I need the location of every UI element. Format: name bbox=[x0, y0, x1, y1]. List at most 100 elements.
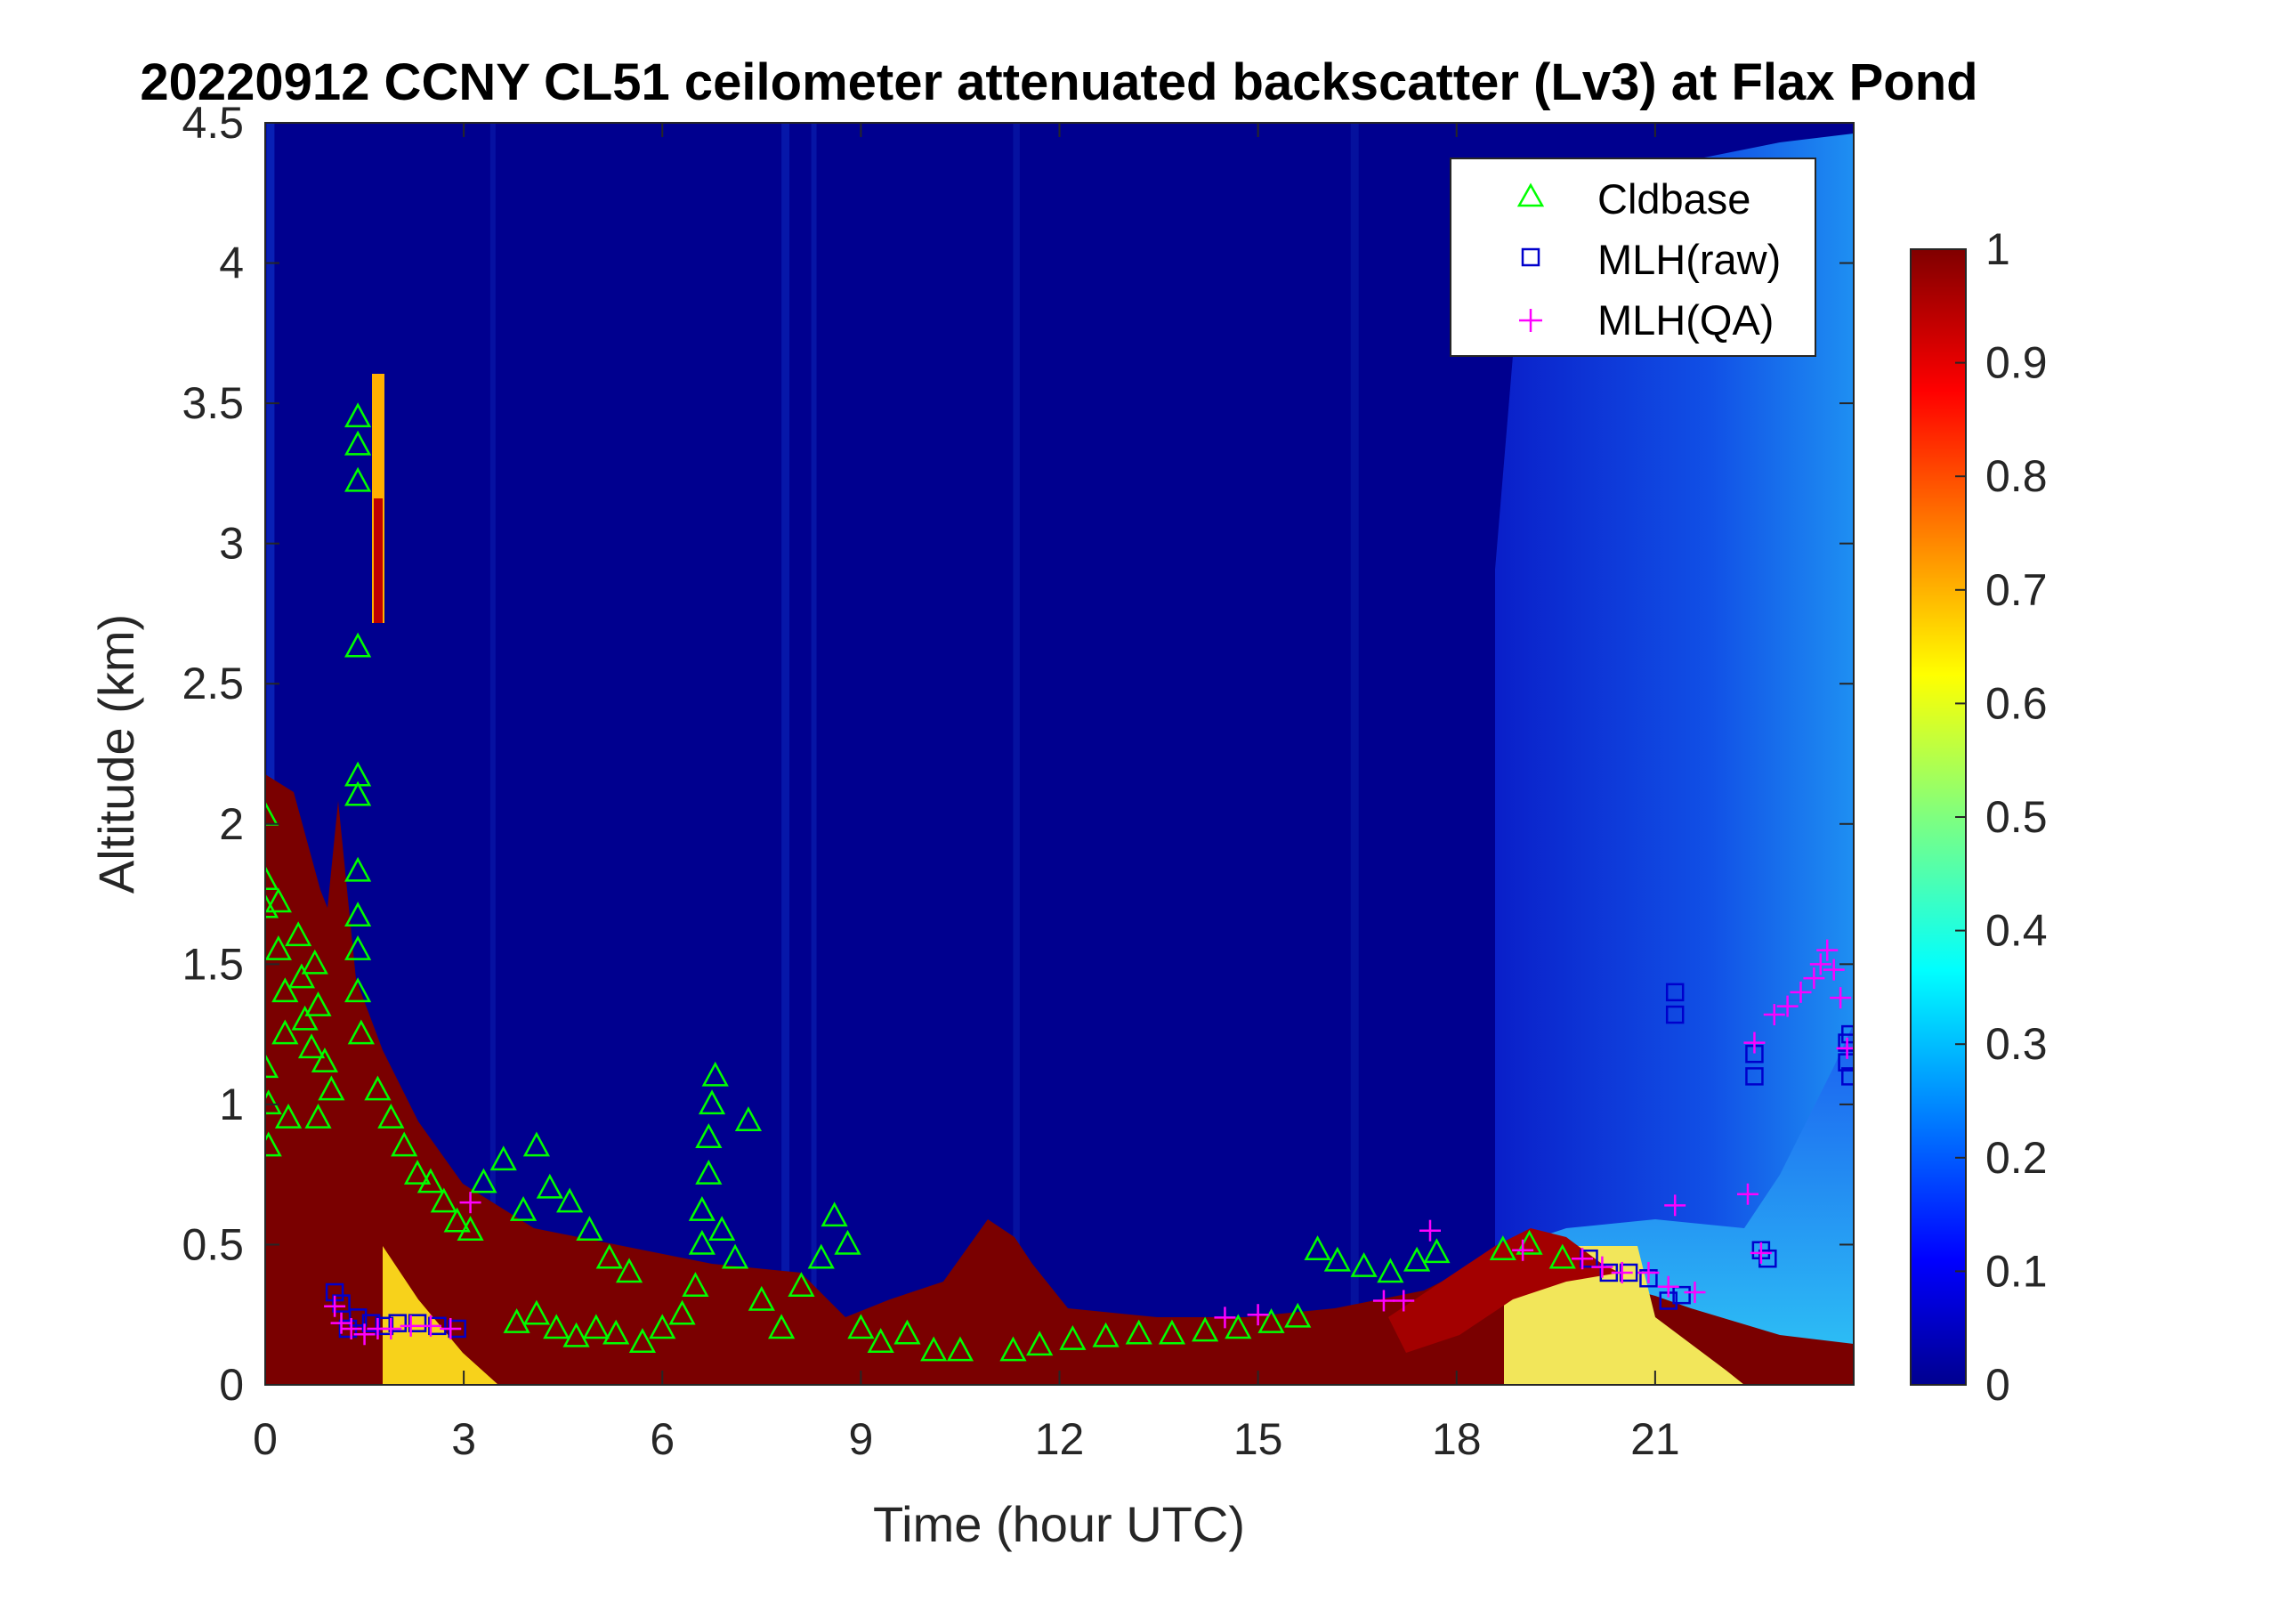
marker-mlh-qa bbox=[1830, 987, 1852, 1009]
marker-mlh-qa bbox=[1809, 953, 1831, 975]
marker-cldbase bbox=[688, 1196, 715, 1221]
marker-cldbase bbox=[1377, 1258, 1404, 1283]
colorbar-tick-label: 0.6 bbox=[1985, 678, 2048, 728]
marker-cldbase bbox=[834, 1229, 861, 1255]
marker-cldbase bbox=[503, 1308, 530, 1333]
marker-cldbase bbox=[265, 865, 279, 891]
marker-cldbase bbox=[668, 1299, 696, 1325]
marker-mlh-raw bbox=[408, 1314, 427, 1332]
marker-cldbase bbox=[265, 800, 279, 826]
marker-mlh-qa bbox=[1743, 1032, 1766, 1054]
marker-mlh-qa bbox=[1737, 1183, 1758, 1205]
marker-cldbase bbox=[1323, 1246, 1351, 1272]
marker-mlh-raw bbox=[1665, 983, 1685, 1002]
heatmap-streak bbox=[811, 123, 817, 1385]
marker-mlh-qa bbox=[1419, 1219, 1441, 1242]
x-tick-label: 15 bbox=[1233, 1414, 1283, 1464]
marker-cldbase bbox=[344, 977, 372, 1003]
marker-cldbase bbox=[867, 1328, 894, 1353]
marker-cldbase bbox=[304, 1104, 332, 1129]
colorbar-tick-label: 0.5 bbox=[1985, 792, 2048, 842]
marker-cldbase bbox=[1284, 1302, 1312, 1328]
marker-cldbase bbox=[1192, 1316, 1219, 1342]
marker-cldbase bbox=[403, 1160, 432, 1185]
marker-cldbase bbox=[344, 856, 372, 882]
marker-mlh-raw bbox=[1841, 1067, 1854, 1086]
marker-mlh-qa bbox=[1372, 1290, 1395, 1312]
marker-cldbase bbox=[682, 1272, 709, 1297]
marker-mlh-raw bbox=[332, 1294, 351, 1313]
marker-mlh-qa bbox=[1836, 1037, 1854, 1059]
marker-mlh-raw bbox=[361, 1314, 381, 1332]
legend-box bbox=[1450, 158, 1816, 357]
marker-cldbase bbox=[582, 1314, 610, 1339]
marker-cldbase bbox=[509, 1196, 538, 1221]
marker-cldbase bbox=[1026, 1331, 1054, 1356]
marker-mlh-qa bbox=[1512, 1239, 1534, 1261]
legend-cldbase-label: Cldbase bbox=[1597, 175, 1750, 222]
marker-mlh-qa bbox=[340, 1317, 362, 1339]
marker-cldbase bbox=[1423, 1238, 1451, 1264]
marker-cldbase bbox=[344, 632, 372, 658]
marker-mlh-qa bbox=[1803, 967, 1825, 990]
marker-mlh-qa bbox=[1591, 1256, 1613, 1278]
marker-cldbase bbox=[649, 1314, 676, 1339]
marker-cldbase bbox=[562, 1322, 590, 1347]
marker-cldbase bbox=[788, 1272, 815, 1297]
marker-mlh-raw bbox=[1745, 1067, 1764, 1086]
marker-mlh-qa bbox=[1790, 981, 1812, 1003]
colorbar-tick-label: 0.2 bbox=[1985, 1133, 2048, 1183]
chart-title: 20220912 CCNY CL51 ceilometer attenuated… bbox=[140, 53, 1977, 111]
marker-mlh-qa bbox=[1393, 1290, 1415, 1312]
marker-mlh-qa bbox=[1247, 1304, 1269, 1326]
colorbar-tick-label: 0.9 bbox=[1985, 338, 2048, 388]
marker-mlh-qa bbox=[400, 1315, 422, 1337]
x-tick-label: 9 bbox=[848, 1414, 873, 1464]
marker-cldbase bbox=[721, 1243, 749, 1269]
marker-mlh-qa bbox=[419, 1315, 441, 1337]
marker-mlh-qa bbox=[1657, 1275, 1679, 1298]
legend: Cldbase MLH(raw) MLH(QA) bbox=[1450, 158, 1816, 357]
heatmap-streak bbox=[1013, 123, 1020, 1385]
x-tick-label: 12 bbox=[1035, 1414, 1085, 1464]
x-tick-label: 3 bbox=[451, 1414, 476, 1464]
marker-cldbase bbox=[522, 1299, 551, 1325]
marker-cldbase bbox=[1350, 1252, 1378, 1277]
marker-cldbase bbox=[999, 1336, 1027, 1362]
marker-mlh-qa bbox=[324, 1295, 346, 1317]
heatmap-late-aerosol-layer bbox=[1495, 134, 1854, 1385]
marker-cldbase bbox=[893, 1319, 921, 1345]
marker-cldbase bbox=[1403, 1246, 1431, 1272]
marker-cldbase bbox=[1059, 1324, 1087, 1350]
marker-cldbase bbox=[576, 1216, 603, 1241]
y-tick-label: 1.5 bbox=[182, 939, 244, 989]
marker-cldbase bbox=[1304, 1235, 1331, 1260]
marker-cldbase bbox=[265, 1053, 279, 1079]
marker-mlh-qa bbox=[1637, 1261, 1660, 1283]
marker-cldbase bbox=[344, 402, 372, 428]
y-tick-label: 4 bbox=[219, 239, 244, 288]
y-tick-label: 4.5 bbox=[182, 98, 244, 148]
marker-cldbase bbox=[708, 1216, 736, 1241]
marker-cldbase bbox=[695, 1123, 723, 1148]
marker-cldbase bbox=[344, 902, 372, 927]
marker-cldbase bbox=[489, 1145, 517, 1171]
colorbar-tick-label: 0 bbox=[1985, 1360, 2010, 1410]
marker-cldbase bbox=[698, 1089, 726, 1115]
marker-cldbase bbox=[344, 430, 372, 456]
marker-cldbase bbox=[285, 921, 312, 947]
marker-cldbase bbox=[416, 1168, 445, 1193]
y-tick-label: 2 bbox=[219, 799, 244, 849]
marker-cldbase bbox=[274, 1104, 303, 1129]
marker-cldbase bbox=[1257, 1308, 1285, 1333]
marker-cldbase bbox=[595, 1243, 623, 1269]
marker-mlh-qa bbox=[459, 1192, 481, 1214]
marker-cldbase bbox=[265, 887, 292, 913]
marker-cldbase bbox=[311, 1047, 339, 1072]
marker-cldbase bbox=[1489, 1235, 1516, 1260]
marker-mlh-qa bbox=[1684, 1282, 1706, 1304]
marker-mlh-qa bbox=[1776, 995, 1799, 1017]
y-tick-label: 2.5 bbox=[182, 659, 244, 708]
heatmap-texture bbox=[266, 123, 1359, 1385]
heatmap-surface-yellow-patch bbox=[383, 1246, 498, 1385]
